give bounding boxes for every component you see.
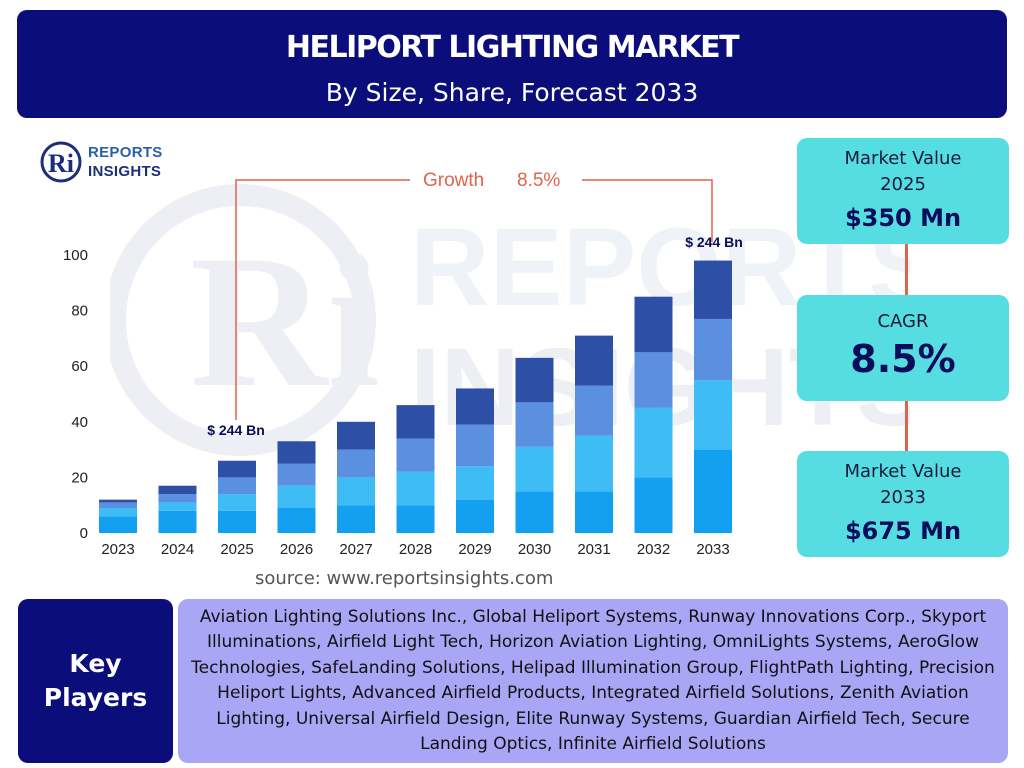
kpi-label: CAGR: [877, 311, 929, 332]
bar-segment-2031-1: [575, 491, 613, 533]
kpi-year: 2025: [880, 174, 926, 195]
bar-segment-2025-4: [218, 460, 256, 478]
kpi-connector-top: [905, 244, 908, 295]
key-players-text: Aviation Lighting Solutions Inc., Global…: [191, 606, 995, 755]
bar-segment-2025-3: [218, 477, 256, 495]
kpi-label: Market Value: [844, 148, 962, 169]
bar-segment-2024-2: [158, 502, 197, 511]
bar-segment-2028-1: [396, 505, 435, 533]
y-tick-label: 60: [71, 358, 88, 375]
y-tick-label: 80: [71, 303, 88, 320]
logo-line-2: INSIGHTS: [88, 163, 162, 180]
y-tick-label: 100: [63, 247, 88, 264]
x-tick-label-2026: 2026: [280, 541, 313, 558]
kpi-value: $350 Mn: [844, 204, 962, 232]
bar-segment-2027-1: [337, 505, 375, 533]
growth-label: Growth: [423, 170, 484, 191]
bar-segment-2026-2: [277, 485, 316, 508]
x-tick-label-2032: 2032: [637, 541, 670, 558]
bar-segment-2031-4: [575, 335, 613, 386]
start-value-label: $ 244 Bn: [207, 422, 265, 438]
y-tick-label: 20: [71, 469, 88, 486]
bar-segment-2028-2: [396, 471, 435, 506]
bar-segment-2032-2: [634, 407, 673, 478]
bar-segment-2025-2: [218, 494, 256, 511]
bar-segment-2026-4: [277, 441, 316, 464]
bar-segment-2025-1: [218, 510, 256, 533]
y-tick-label: 40: [71, 414, 88, 431]
logo-line-1: REPORTS: [88, 144, 163, 161]
bar-segment-2029-3: [456, 424, 494, 467]
growth-value: 8.5%: [517, 170, 560, 191]
header-banner: HELIPORT LIGHTING MARKET By Size, Share,…: [17, 10, 1007, 118]
kpi-label: Market Value: [844, 461, 962, 482]
bar-segment-2023-3: [99, 502, 137, 508]
x-tick-label-2033: 2033: [696, 541, 729, 558]
key-players-list: Aviation Lighting Solutions Inc., Global…: [178, 599, 1008, 763]
page-subtitle: By Size, Share, Forecast 2033: [325, 78, 699, 107]
x-tick-label-2031: 2031: [577, 541, 610, 558]
kpi-value: 8.5%: [850, 337, 956, 381]
growth-annotation: Growth 8.5%: [235, 170, 713, 420]
bar-segment-2027-3: [337, 449, 375, 478]
end-value-label: $ 244 Bn: [685, 234, 743, 250]
logo-icon: Ri: [40, 141, 82, 183]
bar-segment-2029-4: [456, 388, 494, 425]
x-tick-label-2023: 2023: [101, 541, 134, 558]
growth-bracket-right: [582, 179, 713, 242]
kpi-connector-bottom: [905, 401, 908, 451]
logo-mark-text: Ri: [48, 149, 74, 178]
bar-segment-2030-2: [515, 446, 554, 492]
source-note: source: www.reportsinsights.com: [255, 568, 554, 589]
x-tick-label-2030: 2030: [518, 541, 551, 558]
bar-segment-2030-4: [515, 357, 554, 403]
bar-segment-2023-2: [99, 507, 137, 517]
bar-segment-2030-3: [515, 402, 554, 447]
bar-segment-2031-2: [575, 435, 613, 492]
x-tick-label-2029: 2029: [458, 541, 491, 558]
bar-segment-2033-1: [694, 449, 732, 533]
bar-segment-2028-4: [396, 405, 435, 439]
bar-segment-2026-3: [277, 463, 316, 486]
x-tick-label-2027: 2027: [339, 541, 372, 558]
bar-segment-2028-3: [396, 438, 435, 472]
growth-bracket-left: [235, 179, 410, 420]
bar-segment-2030-1: [515, 491, 554, 533]
bar-segment-2023-4: [99, 499, 137, 503]
bar-segment-2027-4: [337, 421, 375, 450]
key-players-title-line1: Key: [69, 649, 122, 678]
bar-segment-2032-1: [634, 477, 673, 533]
bars: [99, 260, 732, 533]
bar-segment-2033-3: [694, 318, 732, 381]
bar-segment-2024-1: [158, 510, 197, 533]
bar-segment-2032-3: [634, 352, 673, 408]
brand-logo: Ri REPORTS INSIGHTS: [40, 140, 180, 184]
bar-segment-2024-4: [158, 485, 197, 495]
kpi-year: 2033: [880, 487, 926, 508]
bar-segment-2029-1: [456, 499, 494, 533]
bar-segment-2024-3: [158, 494, 197, 503]
bar-segment-2027-2: [337, 477, 375, 506]
x-tick-label-2024: 2024: [161, 541, 194, 558]
y-tick-label: 0: [80, 525, 88, 542]
kpi-market-value-2025: Market Value 2025 $350 Mn: [797, 138, 1009, 244]
bar-segment-2031-3: [575, 385, 613, 436]
y-axis-ticks: 0 20 40 60 80 100: [63, 247, 88, 542]
x-axis-labels: 2023 2024 2025 2026 2027 2028 2029 2030 2031 2032…: [101, 541, 729, 558]
key-players-heading: Key Players: [18, 599, 173, 763]
kpi-market-value-2033: Market Value 2033 $675 Mn: [797, 451, 1009, 557]
bar-segment-2026-1: [277, 507, 316, 533]
bar-segment-2032-4: [634, 296, 673, 353]
key-players-title-line2: Players: [43, 683, 148, 712]
bar-segment-2023-1: [99, 516, 137, 533]
bar-segment-2029-2: [456, 466, 494, 500]
x-tick-label-2025: 2025: [220, 541, 253, 558]
kpi-cagr: CAGR 8.5%: [797, 295, 1009, 401]
bar-segment-2033-4: [694, 260, 732, 319]
bar-segment-2033-2: [694, 380, 732, 450]
page-title: HELIPORT LIGHTING MARKET: [285, 30, 740, 65]
x-tick-label-2028: 2028: [399, 541, 432, 558]
kpi-value: $675 Mn: [844, 517, 962, 545]
